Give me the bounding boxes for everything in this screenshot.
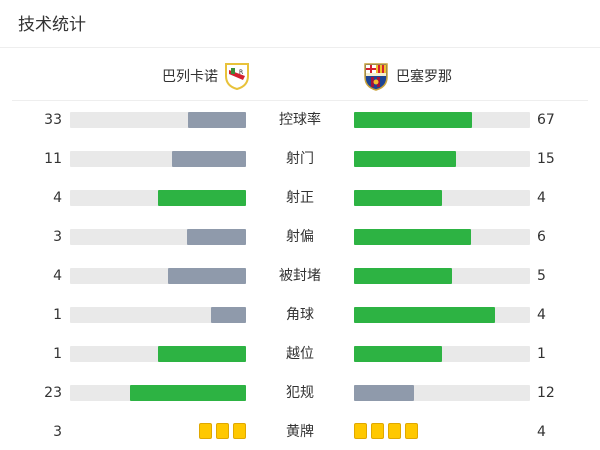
home-bar-track	[70, 385, 246, 401]
home-value: 33	[44, 112, 62, 128]
away-value: 5	[537, 268, 546, 284]
fc-barcelona-crest-icon	[364, 63, 388, 91]
away-bar-fill	[354, 307, 495, 323]
stat-row-yellow-cards: 3 黄牌 4	[0, 422, 600, 442]
away-bar-track	[354, 385, 530, 401]
home-bar-track	[70, 346, 246, 362]
away-team[interactable]: 巴塞罗那	[362, 62, 452, 91]
home-bar-track	[70, 112, 246, 128]
away-yellow-cards	[354, 423, 418, 439]
away-bar-track	[354, 112, 530, 128]
away-value: 6	[537, 229, 546, 245]
away-bar-track	[354, 268, 530, 284]
home-team[interactable]: 巴列卡诺 R	[162, 62, 250, 90]
yellow-card-icon	[216, 423, 229, 439]
yellow-card-icon	[199, 423, 212, 439]
away-bar-fill	[354, 346, 442, 362]
away-team-name: 巴塞罗那	[396, 69, 452, 85]
stat-row: 4 射正 4	[0, 188, 600, 208]
away-bar-track	[354, 229, 530, 245]
divider	[12, 100, 588, 101]
stat-label: 射偏	[286, 229, 314, 245]
svg-text:R: R	[239, 69, 243, 76]
stat-row: 1 角球 4	[0, 305, 600, 325]
away-value: 4	[537, 307, 546, 323]
home-bar-track	[70, 190, 246, 206]
away-bar-track	[354, 151, 530, 167]
away-value: 67	[537, 112, 555, 128]
home-value: 11	[44, 151, 62, 167]
away-bar-fill	[354, 268, 452, 284]
stat-label: 越位	[286, 346, 314, 362]
home-bar-fill	[158, 190, 246, 206]
yellow-card-icon	[233, 423, 246, 439]
home-yellow-cards	[199, 423, 246, 439]
stat-row: 23 犯规 12	[0, 383, 600, 403]
yellow-card-icon	[388, 423, 401, 439]
home-bar-track	[70, 268, 246, 284]
away-bar-fill	[354, 190, 442, 206]
home-bar-fill	[187, 229, 246, 245]
home-value: 1	[53, 307, 62, 323]
home-team-name: 巴列卡诺	[162, 69, 218, 85]
divider	[0, 47, 600, 48]
stat-label: 犯规	[286, 385, 314, 401]
away-value: 12	[537, 385, 555, 401]
away-bar-track	[354, 190, 530, 206]
stat-row: 4 被封堵 5	[0, 266, 600, 286]
stat-row: 3 射偏 6	[0, 227, 600, 247]
away-value: 1	[537, 346, 546, 362]
home-bar-fill	[158, 346, 246, 362]
away-value: 4	[537, 424, 546, 440]
rayo-vallecano-crest-icon: R	[225, 63, 249, 90]
home-bar-fill	[187, 112, 246, 128]
home-bar-track	[70, 151, 246, 167]
away-bar-track	[354, 346, 530, 362]
home-bar-fill	[130, 385, 246, 401]
home-bar-fill	[167, 268, 246, 284]
away-bar-fill	[354, 151, 456, 167]
home-bar-fill	[171, 151, 246, 167]
away-bar-fill	[354, 385, 415, 401]
stat-label: 射正	[286, 190, 314, 206]
stat-label: 被封堵	[279, 268, 321, 284]
home-value: 4	[53, 190, 62, 206]
stat-label: 角球	[286, 307, 314, 323]
away-value: 4	[537, 190, 546, 206]
stat-row: 33 控球率 67	[0, 110, 600, 130]
home-bar-fill	[210, 307, 246, 323]
away-bar-fill	[354, 112, 472, 128]
home-value: 4	[53, 268, 62, 284]
away-bar-fill	[354, 229, 472, 245]
away-bar-track	[354, 307, 530, 323]
home-value: 1	[53, 346, 62, 362]
stat-label: 黄牌	[286, 424, 314, 440]
stat-label: 控球率	[279, 112, 321, 128]
page-title: 技术统计	[18, 15, 86, 35]
stat-row: 11 射门 15	[0, 149, 600, 169]
home-value: 3	[53, 424, 62, 440]
stat-label: 射门	[286, 151, 314, 167]
home-value: 3	[53, 229, 62, 245]
yellow-card-icon	[371, 423, 384, 439]
home-bar-track	[70, 229, 246, 245]
home-value: 23	[44, 385, 62, 401]
yellow-card-icon	[354, 423, 367, 439]
stat-row: 1 越位 1	[0, 344, 600, 364]
yellow-card-icon	[405, 423, 418, 439]
away-value: 15	[537, 151, 555, 167]
home-bar-track	[70, 307, 246, 323]
